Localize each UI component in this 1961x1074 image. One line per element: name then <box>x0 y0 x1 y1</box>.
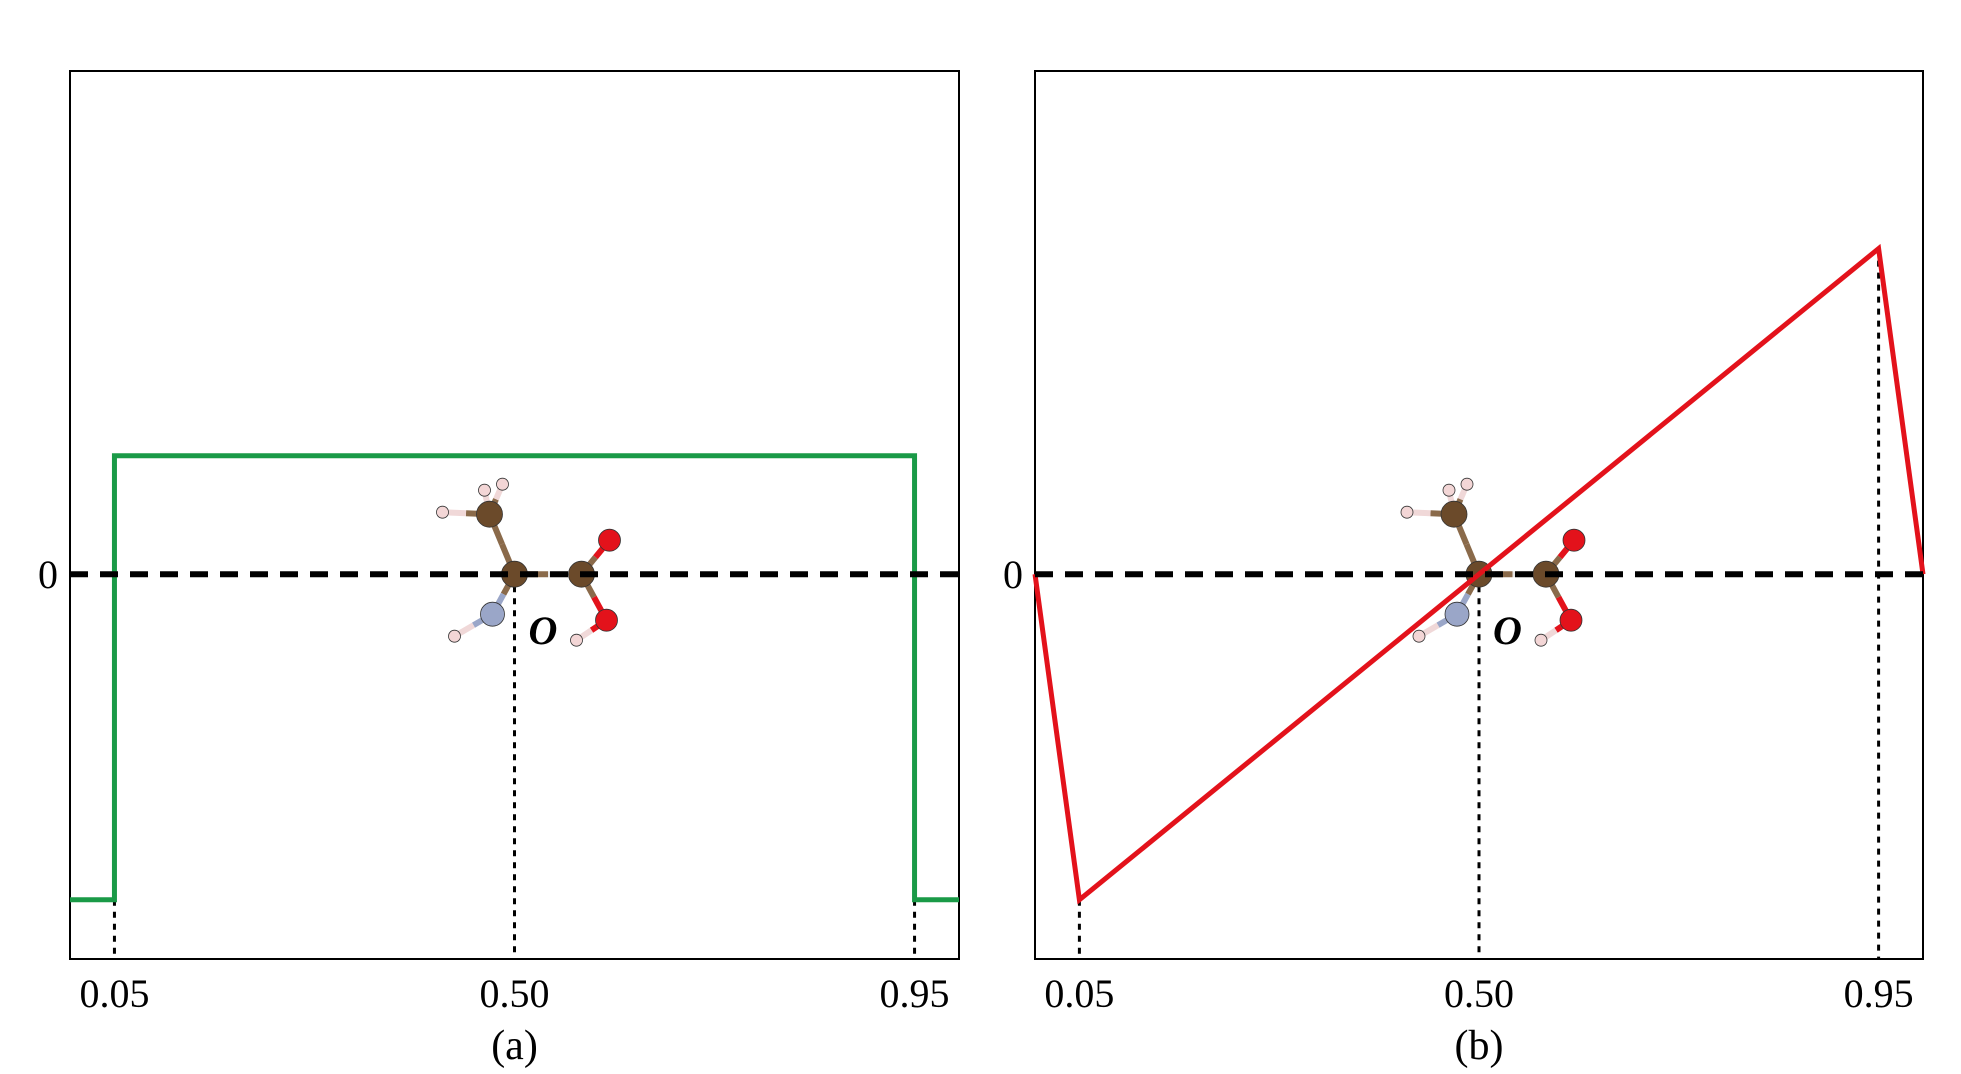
panel-label: (b) <box>1455 1023 1504 1069</box>
series-line-1 <box>1032 243 1926 905</box>
molecule-image <box>436 477 621 647</box>
origin-label: O <box>529 608 558 653</box>
x-tick-label: 0.50 <box>480 971 550 1016</box>
molecule-atom <box>476 500 503 528</box>
molecule-atom <box>480 601 505 627</box>
molecule-image <box>1400 477 1586 647</box>
x-tick-label: 0.95 <box>880 971 950 1016</box>
origin-label: O <box>1493 608 1522 653</box>
molecule-atom <box>478 483 491 497</box>
x-tick-label: 0.95 <box>1844 971 1914 1016</box>
molecule-atom <box>1559 608 1583 632</box>
series-line-1 <box>70 453 959 903</box>
x-tick-label: 0.05 <box>1044 971 1114 1016</box>
y-tick-label: 0 <box>1003 552 1023 597</box>
molecule-atom <box>1400 505 1414 519</box>
molecule-atom <box>1442 483 1456 497</box>
panel-label: (a) <box>491 1023 538 1069</box>
plot-frame <box>69 70 960 960</box>
molecule-atom <box>1440 500 1468 528</box>
molecule-atom <box>1444 601 1470 627</box>
molecule-atom <box>1562 528 1586 552</box>
chart-panel-1: 0 0.05 0.50 0.95 O (a) <box>38 70 965 1069</box>
x-tick-label: 0.05 <box>79 971 149 1016</box>
molecule-atom <box>595 608 618 632</box>
x-tick-label: 0.50 <box>1444 971 1514 1016</box>
molecule-atom <box>1460 477 1474 491</box>
molecule-atom <box>1534 633 1548 647</box>
molecule-atom <box>496 477 509 491</box>
molecule-atom <box>598 528 621 552</box>
molecule-atom <box>436 505 449 519</box>
chart-panel-2: 0 0.05 0.50 0.95 O (b) <box>1003 70 1929 1069</box>
molecule-atom <box>448 629 461 643</box>
y-tick-label: 0 <box>38 552 58 597</box>
molecule-atom <box>570 633 583 647</box>
molecule-atom <box>1412 629 1426 643</box>
